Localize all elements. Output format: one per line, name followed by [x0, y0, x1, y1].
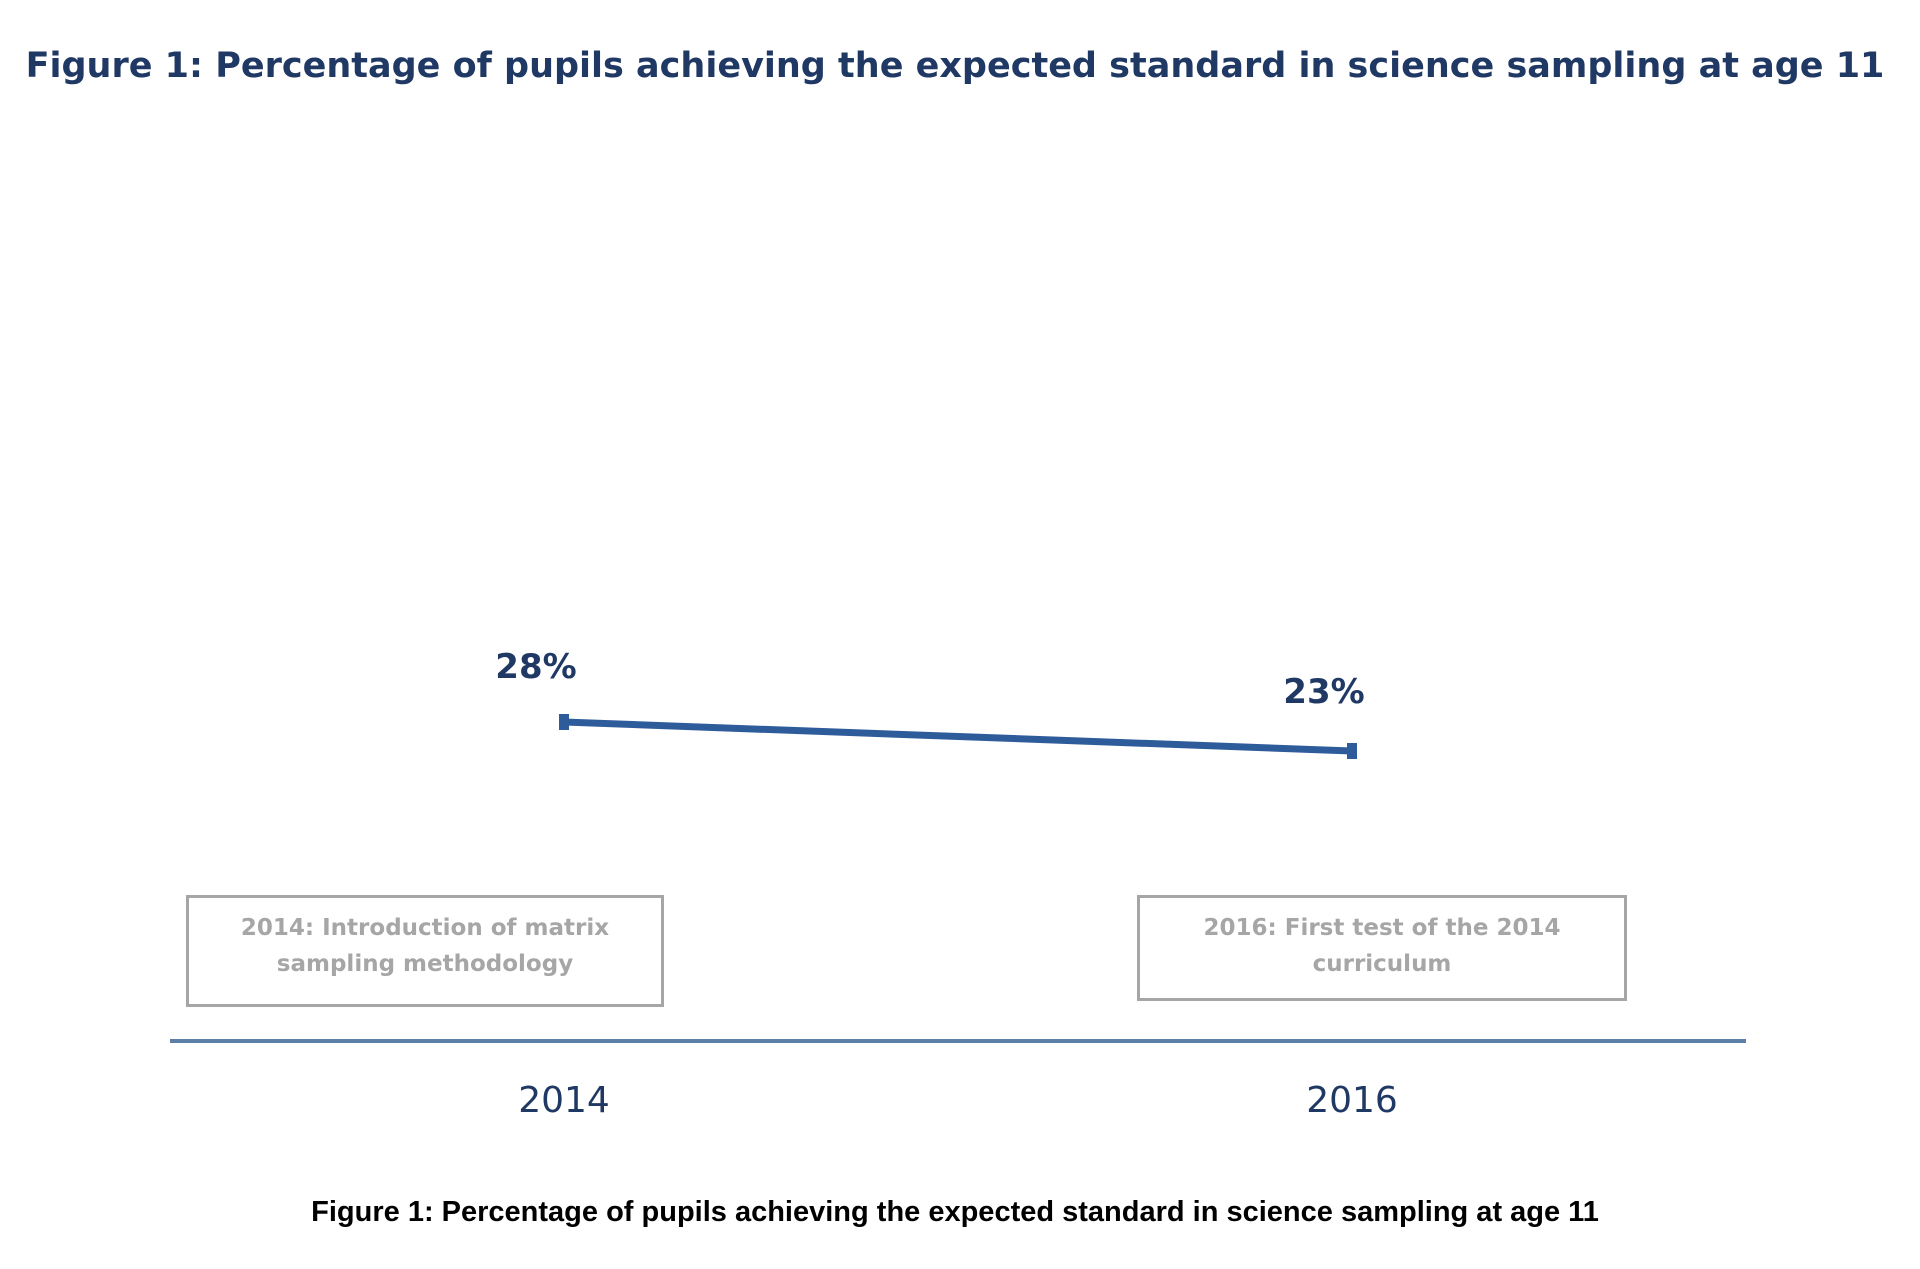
data-label-2016: 23% [1283, 672, 1364, 712]
chart-title: Figure 1: Percentage of pupils achieving… [25, 46, 1885, 86]
annotation-2014: 2014: Introduction of matrix sampling me… [186, 895, 664, 1007]
x-tick-label-2016: 2016 [1306, 1080, 1398, 1121]
figure-caption: Figure 1: Percentage of pupils achieving… [311, 1196, 1599, 1228]
x-tick-label-2014: 2014 [518, 1080, 610, 1121]
annotation-2016: 2016: First test of the 2014 curriculum [1137, 895, 1627, 1001]
series-line [563, 718, 1353, 755]
data-point-2016 [1347, 743, 1357, 759]
data-label-2014: 28% [495, 647, 576, 687]
data-point-2014 [559, 714, 569, 730]
